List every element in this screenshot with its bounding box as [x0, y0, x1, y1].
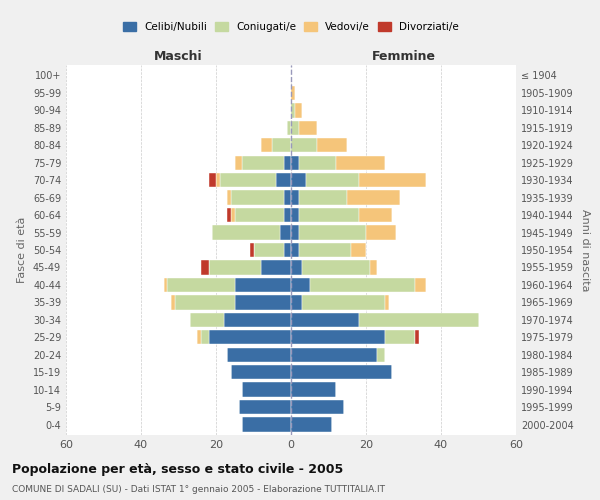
- Bar: [359, 173, 426, 188]
- Bar: [291, 243, 299, 257]
- Bar: [291, 173, 306, 188]
- Bar: [220, 173, 276, 188]
- Bar: [370, 260, 377, 274]
- Bar: [302, 295, 385, 310]
- Bar: [336, 156, 385, 170]
- Bar: [201, 260, 209, 274]
- Bar: [359, 208, 392, 222]
- Bar: [212, 226, 280, 239]
- Bar: [231, 208, 235, 222]
- Bar: [291, 295, 302, 310]
- Bar: [261, 260, 291, 274]
- Bar: [197, 330, 201, 344]
- Bar: [280, 226, 291, 239]
- Text: Femmine: Femmine: [371, 50, 436, 64]
- Bar: [250, 243, 254, 257]
- Bar: [377, 348, 385, 362]
- Bar: [291, 418, 332, 432]
- Bar: [235, 278, 291, 292]
- Bar: [359, 312, 479, 327]
- Bar: [299, 243, 351, 257]
- Bar: [299, 208, 359, 222]
- Bar: [272, 138, 291, 152]
- Bar: [235, 156, 242, 170]
- Bar: [216, 173, 220, 188]
- Bar: [310, 278, 415, 292]
- Bar: [171, 295, 175, 310]
- Bar: [351, 243, 366, 257]
- Bar: [291, 365, 392, 380]
- Bar: [291, 348, 377, 362]
- Bar: [254, 243, 284, 257]
- Bar: [201, 330, 209, 344]
- Bar: [209, 330, 291, 344]
- Bar: [284, 190, 291, 205]
- Bar: [291, 312, 359, 327]
- Bar: [235, 208, 284, 222]
- Bar: [415, 330, 419, 344]
- Y-axis label: Fasce di età: Fasce di età: [17, 217, 27, 283]
- Bar: [291, 226, 299, 239]
- Bar: [291, 120, 299, 135]
- Bar: [239, 400, 291, 414]
- Text: Maschi: Maschi: [154, 50, 203, 64]
- Bar: [209, 173, 216, 188]
- Bar: [227, 348, 291, 362]
- Bar: [284, 156, 291, 170]
- Bar: [295, 103, 302, 118]
- Y-axis label: Anni di nascita: Anni di nascita: [580, 209, 590, 291]
- Bar: [242, 156, 284, 170]
- Bar: [175, 295, 235, 310]
- Bar: [291, 330, 385, 344]
- Bar: [291, 138, 317, 152]
- Bar: [299, 226, 366, 239]
- Bar: [291, 86, 295, 100]
- Bar: [223, 312, 291, 327]
- Bar: [167, 278, 235, 292]
- Bar: [299, 190, 347, 205]
- Bar: [276, 173, 291, 188]
- Bar: [227, 190, 231, 205]
- Bar: [385, 330, 415, 344]
- Bar: [284, 243, 291, 257]
- Bar: [306, 173, 359, 188]
- Bar: [235, 295, 291, 310]
- Bar: [190, 312, 223, 327]
- Bar: [291, 190, 299, 205]
- Bar: [415, 278, 426, 292]
- Bar: [299, 156, 336, 170]
- Bar: [291, 260, 302, 274]
- Bar: [385, 295, 389, 310]
- Bar: [366, 226, 396, 239]
- Bar: [231, 365, 291, 380]
- Bar: [242, 382, 291, 397]
- Bar: [291, 103, 295, 118]
- Bar: [291, 278, 310, 292]
- Bar: [209, 260, 261, 274]
- Bar: [284, 208, 291, 222]
- Bar: [291, 156, 299, 170]
- Bar: [302, 260, 370, 274]
- Bar: [231, 190, 284, 205]
- Bar: [261, 138, 272, 152]
- Legend: Celibi/Nubili, Coniugati/e, Vedovi/e, Divorziati/e: Celibi/Nubili, Coniugati/e, Vedovi/e, Di…: [120, 18, 462, 35]
- Bar: [291, 382, 336, 397]
- Bar: [291, 400, 343, 414]
- Text: Popolazione per età, sesso e stato civile - 2005: Popolazione per età, sesso e stato civil…: [12, 462, 343, 475]
- Bar: [317, 138, 347, 152]
- Bar: [242, 418, 291, 432]
- Bar: [347, 190, 400, 205]
- Bar: [291, 208, 299, 222]
- Bar: [163, 278, 167, 292]
- Bar: [227, 208, 231, 222]
- Bar: [299, 120, 317, 135]
- Bar: [287, 120, 291, 135]
- Text: COMUNE DI SADALI (SU) - Dati ISTAT 1° gennaio 2005 - Elaborazione TUTTITALIA.IT: COMUNE DI SADALI (SU) - Dati ISTAT 1° ge…: [12, 485, 385, 494]
